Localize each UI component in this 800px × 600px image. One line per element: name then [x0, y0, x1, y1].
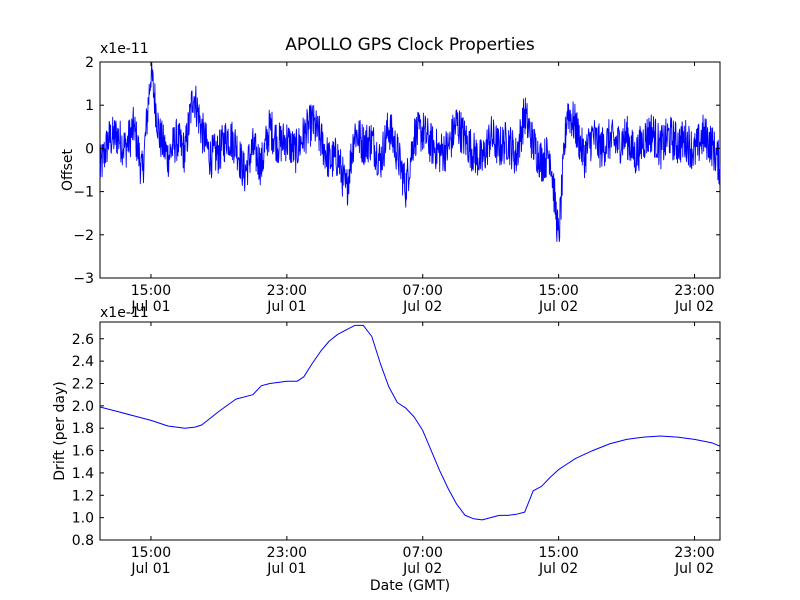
- offset-ytick-label: 2: [85, 55, 94, 71]
- drift-series-line: [99, 324, 721, 521]
- drift-xtick-date-label: Jul 02: [538, 561, 578, 577]
- drift-xtick-time-label: 23:00: [674, 545, 714, 561]
- offset-ytick-label: 0: [85, 141, 94, 157]
- offset-xtick-time-label: 15:00: [538, 283, 578, 299]
- drift-xtick-date-label: Jul 01: [130, 561, 170, 577]
- offset-scale-label: x1e-11: [100, 41, 149, 57]
- offset-xtick-date-label: Jul 01: [130, 299, 170, 315]
- drift-plot-frame: [99, 321, 721, 541]
- drift-ytick-label: 1.2: [72, 488, 94, 504]
- offset-xtick-time-label: 15:00: [131, 283, 171, 299]
- offset-ytick-label: −1: [73, 185, 94, 201]
- x-axis-label: Date (GMT): [370, 578, 450, 594]
- drift-y-axis-label: Drift (per day): [52, 381, 68, 480]
- drift-xtick-time-label: 15:00: [131, 545, 171, 561]
- drift-ytick-label: 1.6: [72, 444, 94, 460]
- drift-ytick-label: 1.4: [72, 466, 94, 482]
- offset-xtick-date-label: Jul 02: [538, 299, 578, 315]
- drift-xtick-time-label: 15:00: [538, 545, 578, 561]
- offset-ytick-label: −3: [73, 271, 94, 287]
- drift-xtick-date-label: Jul 02: [674, 561, 714, 577]
- drift-xtick-time-label: 07:00: [403, 545, 443, 561]
- drift-panel: x1e-11 Drift (per day) 0.8 1.0 1.2 1.4 1.6 1.…: [52, 305, 721, 577]
- offset-xtick-date-label: Jul 02: [674, 299, 714, 315]
- offset-xtick-time-label: 23:00: [674, 283, 714, 299]
- offset-series-line: [99, 61, 721, 243]
- offset-xtick-time-label: 23:00: [267, 283, 307, 299]
- drift-ytick-label: 1.0: [72, 511, 94, 527]
- offset-xtick-date-label: Jul 01: [266, 299, 306, 315]
- offset-xtick-time-label: 07:00: [403, 283, 443, 299]
- offset-xtick-date-label: Jul 02: [402, 299, 442, 315]
- drift-xtick-time-label: 23:00: [267, 545, 307, 561]
- offset-y-axis-label: Offset: [60, 148, 76, 191]
- chart-title: APOLLO GPS Clock Properties: [285, 35, 535, 55]
- drift-ytick-label: 2.6: [72, 332, 94, 348]
- drift-xtick-date-label: Jul 02: [402, 561, 442, 577]
- drift-ytick-label: 2.0: [72, 399, 94, 415]
- drift-ytick-label: 2.2: [72, 376, 94, 392]
- drift-scale-label: x1e-11: [100, 305, 149, 321]
- drift-ytick-label: 1.8: [72, 421, 94, 437]
- offset-ytick-label: 1: [85, 98, 94, 114]
- drift-xtick-date-label: Jul 01: [266, 561, 306, 577]
- drift-ytick-label: 2.4: [72, 354, 94, 370]
- drift-ytick-label: 0.8: [72, 533, 94, 549]
- offset-ytick-label: −2: [73, 228, 94, 244]
